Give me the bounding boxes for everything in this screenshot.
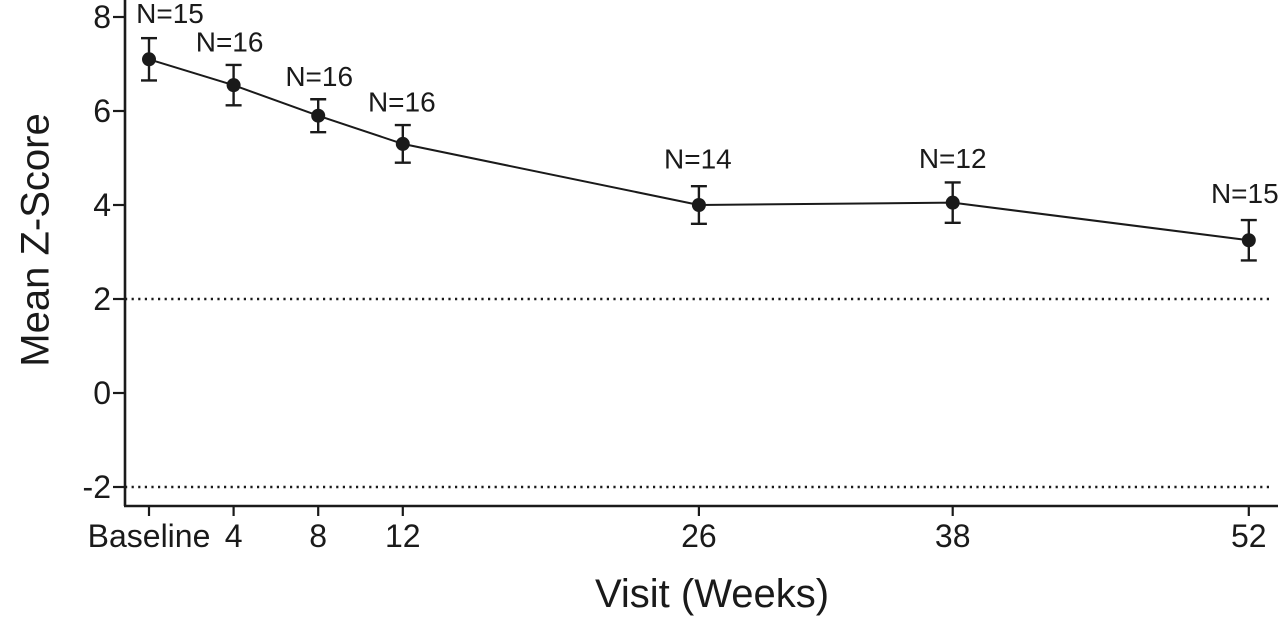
- y-tick-label: 2: [93, 281, 111, 317]
- x-axis-title: Visit (Weeks): [594, 572, 830, 616]
- y-tick-label: 8: [93, 0, 111, 35]
- data-point: [142, 52, 156, 67]
- data-point: [226, 78, 241, 93]
- x-tick-label: 4: [225, 518, 243, 554]
- data-point: [1241, 233, 1256, 248]
- y-tick-label: -2: [83, 469, 111, 505]
- n-count-label: N=12: [919, 143, 987, 174]
- n-count-label: N=14: [664, 144, 732, 175]
- y-tick-label: 0: [93, 375, 111, 411]
- x-tick-label: 26: [681, 518, 717, 554]
- x-tick-label: Baseline: [88, 518, 211, 554]
- n-count-label: N=15: [1211, 178, 1279, 209]
- x-tick-label: 38: [935, 518, 971, 554]
- x-tick-label: 52: [1231, 518, 1267, 554]
- y-tick-label: 6: [93, 93, 111, 129]
- y-axis-title: Mean Z-Score: [13, 113, 58, 367]
- y-tick-label: 4: [93, 187, 111, 223]
- n-count-label: N=16: [285, 61, 353, 92]
- n-count-label: N=15: [136, 0, 204, 29]
- n-count-label: N=16: [196, 27, 264, 58]
- data-point: [691, 198, 706, 212]
- data-point: [395, 136, 410, 151]
- n-count-label: N=16: [368, 86, 436, 117]
- x-tick-label: 8: [309, 518, 327, 554]
- data-point: [945, 195, 960, 210]
- x-tick-label: 12: [385, 518, 421, 554]
- data-point: [311, 108, 326, 123]
